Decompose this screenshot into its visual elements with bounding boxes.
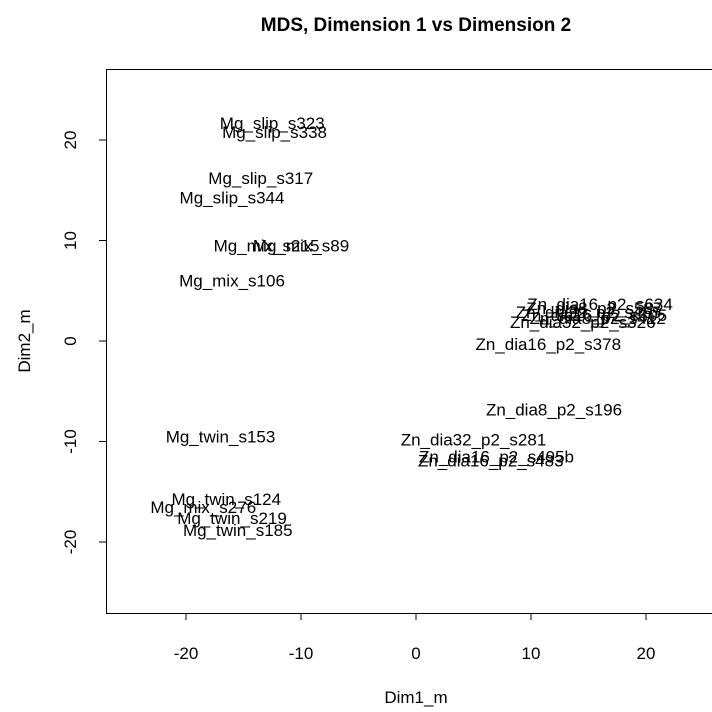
x-tick-label: 10 bbox=[522, 644, 541, 663]
data-point-label: Zn_dia32_p2_s455 bbox=[516, 303, 662, 322]
x-tick-label: -10 bbox=[289, 644, 314, 663]
y-tick-label: 10 bbox=[61, 231, 80, 250]
x-axis: -20 -10 0 10 20 bbox=[174, 613, 656, 663]
data-point-label: Mg_mix_s89 bbox=[253, 237, 349, 256]
data-point-label: Mg_twin_s124 bbox=[171, 490, 281, 509]
data-point-label: Zn_dia32_p2_s326 bbox=[510, 313, 656, 332]
x-axis-label: Dim1_m bbox=[384, 688, 447, 707]
y-axis: -20 -10 0 10 20 bbox=[61, 131, 107, 555]
data-point-label: Mg_slip_s323 bbox=[220, 114, 325, 133]
data-point-label: Mg_twin_s219 bbox=[177, 509, 287, 528]
data-point-label: Mg_slip_s317 bbox=[208, 169, 313, 188]
data-point-label: Mg_twin_s185 bbox=[183, 521, 293, 540]
data-point-label: Zn_dia16_p2_s483 bbox=[418, 452, 564, 471]
data-point-label: Zn_dia8_p2_s587 bbox=[526, 299, 662, 318]
data-point-label: Mg_twin_s153 bbox=[166, 427, 276, 446]
y-tick-label: -20 bbox=[61, 530, 80, 555]
x-tick-label: 0 bbox=[411, 644, 420, 663]
x-tick-label: 20 bbox=[637, 644, 656, 663]
data-point-label: Mg_slip_s344 bbox=[180, 188, 285, 207]
y-axis-label: Dim2_m bbox=[15, 309, 34, 372]
data-point-label: Zn_dia16_p2_s495b bbox=[419, 448, 574, 467]
data-point-label: Mg_slip_s338 bbox=[222, 123, 327, 142]
data-point-label: Zn_dia8_p2_s412 bbox=[530, 309, 666, 328]
y-tick-label: 0 bbox=[61, 336, 80, 345]
y-tick-label: -10 bbox=[61, 429, 80, 454]
data-point-label: Zn_dia16_p2_s634 bbox=[527, 295, 673, 314]
data-point-label: Zn_dia16_p2_s305 bbox=[521, 306, 667, 325]
data-point-label: Zn_dia32_p2_s281 bbox=[401, 430, 547, 449]
x-tick-label: -20 bbox=[174, 644, 199, 663]
data-point-label: Mg_mix_s215 bbox=[214, 237, 320, 256]
data-point-label: Mg_mix_s276 bbox=[150, 498, 256, 517]
chart-title: MDS, Dimension 1 vs Dimension 2 bbox=[261, 15, 571, 36]
data-point-label: Zn_dia16_p2_s378 bbox=[475, 335, 621, 354]
data-point-label: Mg_mix_s106 bbox=[179, 272, 285, 291]
y-tick-label: 20 bbox=[61, 131, 80, 150]
data-point-label: Zn_dia8_p2_s196 bbox=[486, 400, 622, 419]
